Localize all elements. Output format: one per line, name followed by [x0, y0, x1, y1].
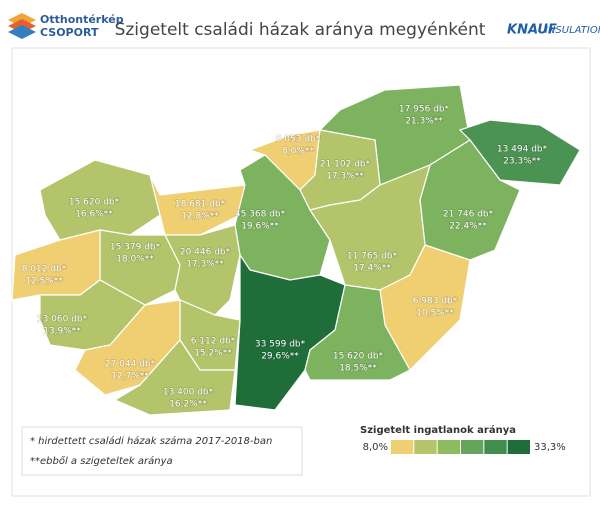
county-count: 6 983 db*: [413, 297, 458, 307]
notes-box: [21, 426, 303, 476]
county: [304, 284, 411, 381]
county-count: 11 765 db*: [347, 252, 398, 262]
county-count: 21 746 db*: [443, 210, 494, 220]
legend-swatch: [507, 440, 530, 454]
county-count: 8 053 db*: [276, 135, 321, 145]
county-count: 18 681 db*: [175, 200, 226, 210]
county-share: 22,4%**: [449, 222, 487, 232]
county-share: 17,4%**: [353, 264, 391, 274]
map: 17 956 db* 21,3%** 13 494 db* 23,3%** 8 053 …: [11, 84, 581, 416]
county-count: 15 620 db*: [69, 198, 120, 208]
county-count: 21 102 db*: [320, 160, 371, 170]
county-share: 10,5%**: [416, 309, 454, 319]
county-count: 17 956 db*: [399, 105, 450, 115]
logo-right: KNAUF: [507, 23, 557, 38]
county: [149, 174, 246, 236]
county-count: 8 012 db*: [22, 265, 67, 275]
county-count: 13 060 db*: [37, 315, 88, 325]
county-count: 33 599 db*: [255, 340, 306, 350]
county-count: 13 400 db*: [163, 388, 214, 398]
logo-right: INSULATION: [545, 25, 600, 36]
title: Szigetelt családi házak aránya megyénkén…: [115, 20, 486, 40]
legend-swatch: [484, 440, 507, 454]
county-count: 45 368 db*: [235, 210, 286, 220]
county-share: 21,3%**: [405, 117, 443, 127]
county-share: 29,6%**: [261, 352, 299, 362]
county-count: 15 620 db*: [333, 352, 384, 362]
logo-text: CSOPORT: [40, 26, 99, 39]
county-share: 17,3%**: [326, 172, 364, 182]
county-share: 15,2%**: [194, 349, 232, 359]
legend-scale: [391, 440, 530, 454]
county-share: 8,0%**: [282, 147, 314, 157]
legend-min: 8,0%: [363, 442, 388, 453]
legend-max: 33,3%: [534, 442, 566, 453]
county-share: 12,8%**: [181, 212, 219, 222]
county-share: 13,9%**: [43, 327, 81, 337]
map-frame: [11, 47, 591, 497]
county-share: 12,5%**: [25, 277, 63, 287]
county-count: 6 112 db*: [191, 337, 236, 347]
county-count: 27 044 db*: [105, 360, 156, 370]
county-share: 18,5%**: [339, 364, 377, 374]
county-count: 15 379 db*: [110, 243, 161, 253]
legend-title: Szigetelt ingatlanok aránya: [360, 424, 516, 436]
county: [113, 339, 236, 416]
note: **ebből a szigeteltek aránya: [30, 455, 173, 467]
county-share: 17,3%**: [186, 260, 224, 270]
legend-swatch: [461, 440, 484, 454]
county-share: 16,6%**: [75, 210, 113, 220]
county-share: 19,6%**: [241, 222, 279, 232]
legend-swatch: [437, 440, 460, 454]
county-share: 12,7%**: [111, 372, 149, 382]
logo-left: Otthontérkép CSOPORT: [8, 13, 124, 39]
legend-swatch: [414, 440, 437, 454]
note: * hirdettett családi házak száma 2017-20…: [30, 435, 272, 447]
county: [164, 224, 241, 316]
county-share: 18,0%**: [116, 255, 154, 265]
county-count: 20 446 db*: [180, 248, 231, 258]
county-share: 23,3%**: [503, 157, 541, 167]
county-share: 16,2%**: [169, 400, 207, 410]
logo-text: Otthontérkép: [40, 13, 124, 26]
county-count: 13 494 db*: [497, 145, 548, 155]
legend-swatch: [391, 440, 414, 454]
